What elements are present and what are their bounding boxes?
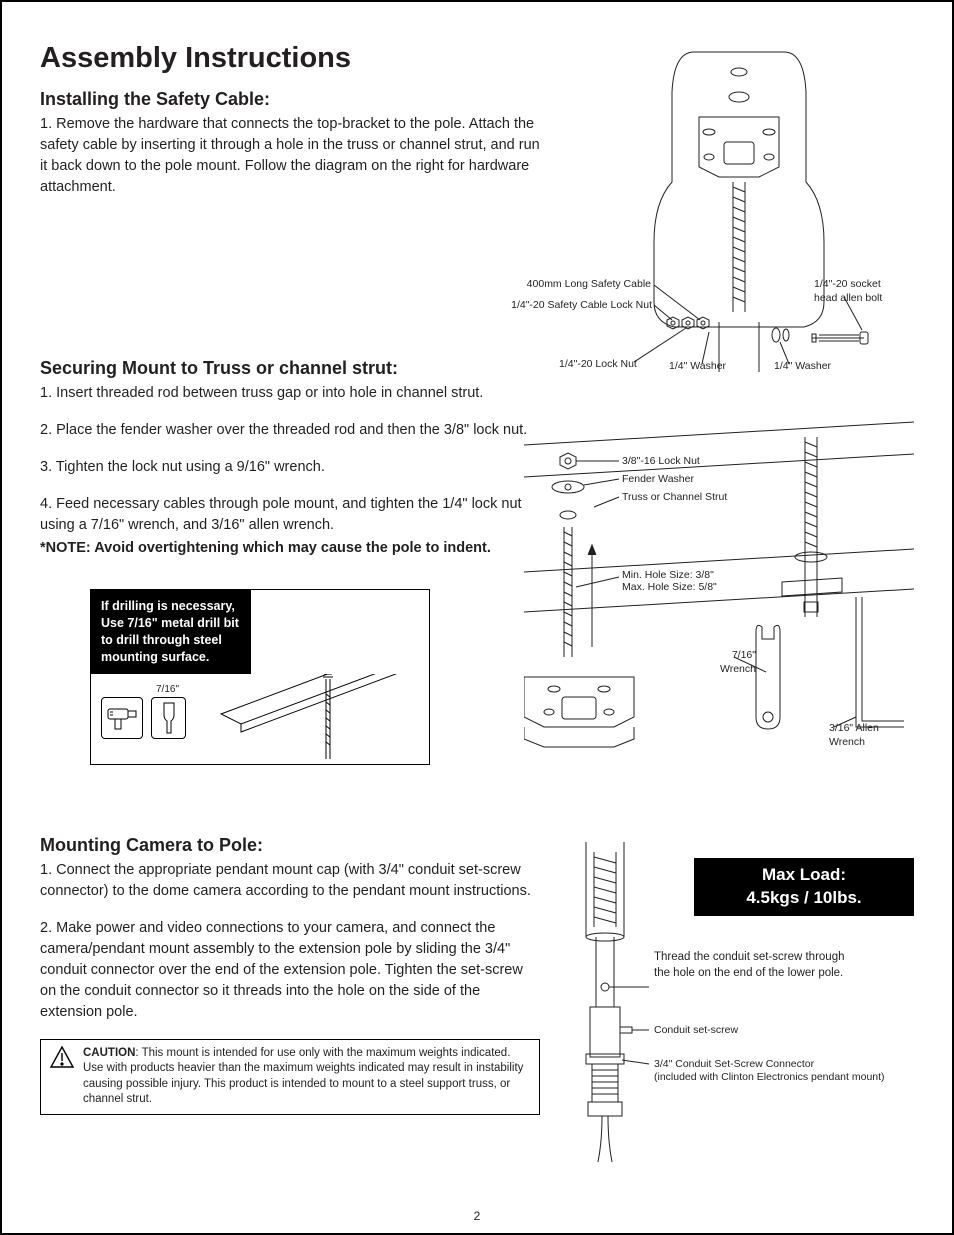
label-socket-bolt: 1/4"-20 socket head allen bolt — [814, 278, 904, 305]
drill-note-body: 7/16" — [91, 674, 429, 764]
securing-step1: 1. Insert threaded rod between truss gap… — [40, 383, 540, 404]
label-conduit-connector1: 3/4" Conduit Set-Screw Connector — [654, 1058, 814, 1072]
max-load-line2: 4.5kgs / 10lbs. — [704, 887, 904, 910]
truss-mount-svg — [524, 417, 914, 757]
diagram-truss-mount: 3/8"-16 Lock Nut Fender Washer Truss or … — [524, 417, 914, 757]
heading-securing-mount: Securing Mount to Truss or channel strut… — [40, 358, 540, 379]
label-conduit-setscrew: Conduit set-screw — [654, 1024, 738, 1038]
securing-note: *NOTE: Avoid overtightening which may ca… — [40, 538, 540, 559]
caution-box: CAUTION: This mount is intended for use … — [40, 1039, 540, 1115]
caution-label: CAUTION — [83, 1047, 135, 1059]
label-wrench-716: 7/16" Wrench — [696, 649, 756, 676]
heading-safety-cable: Installing the Safety Cable: — [40, 89, 540, 110]
drill-note-header: If drilling is necessary, Use 7/16" meta… — [91, 590, 251, 674]
safety-cable-step1: 1. Remove the hardware that connects the… — [40, 114, 540, 198]
mounting-step2: 2. Make power and video connections to y… — [40, 918, 540, 1023]
label-safety-cable: 400mm Long Safety Cable — [516, 278, 651, 292]
label-conduit-connector2: (included with Clinton Electronics penda… — [654, 1071, 885, 1085]
label-cable-locknut: 1/4"-20 Safety Cable Lock Nut — [494, 299, 652, 313]
securing-step3: 3. Tighten the lock nut using a 9/16" wr… — [40, 457, 540, 478]
label-lock-nut-38: 3/8"-16 Lock Nut — [622, 455, 700, 469]
max-load-box: Max Load: 4.5kgs / 10lbs. — [694, 858, 914, 916]
heading-mounting-camera: Mounting Camera to Pole: — [40, 835, 540, 856]
label-thread-setscrew: Thread the conduit set-screw through the… — [654, 950, 854, 981]
warning-icon — [49, 1046, 75, 1108]
caution-text: CAUTION: This mount is intended for use … — [83, 1046, 531, 1108]
label-allen-wrench: 3/16" Allen Wrench — [829, 722, 914, 749]
mounting-step1: 1. Connect the appropriate pendant mount… — [40, 860, 540, 902]
drill-icon — [101, 697, 143, 739]
camera-pole-svg — [524, 842, 704, 1182]
diagram-safety-cable: 400mm Long Safety Cable 1/4"-20 Safety C… — [524, 42, 914, 372]
caution-body: : This mount is intended for use only wi… — [83, 1047, 523, 1106]
securing-step2: 2. Place the fender washer over the thre… — [40, 420, 540, 441]
drill-note-box: If drilling is necessary, Use 7/16" meta… — [90, 589, 430, 765]
drill-surface-icon — [211, 674, 411, 764]
label-hole-max: Max. Hole Size: 5/8" — [622, 581, 717, 595]
label-fender-washer: Fender Washer — [622, 473, 694, 487]
safety-cable-svg — [524, 42, 914, 372]
drill-bit-size: 7/16" — [156, 684, 179, 695]
drill-bit-icon: 7/16" — [151, 697, 186, 739]
diagram-camera-pole: Max Load: 4.5kgs / 10lbs. — [524, 842, 914, 1182]
max-load-line1: Max Load: — [704, 864, 904, 887]
page: Assembly Instructions Installing the Saf… — [0, 0, 954, 1235]
label-truss-strut: Truss or Channel Strut — [622, 491, 727, 505]
page-number: 2 — [2, 1209, 952, 1223]
securing-step4: 4. Feed necessary cables through pole mo… — [40, 494, 540, 536]
